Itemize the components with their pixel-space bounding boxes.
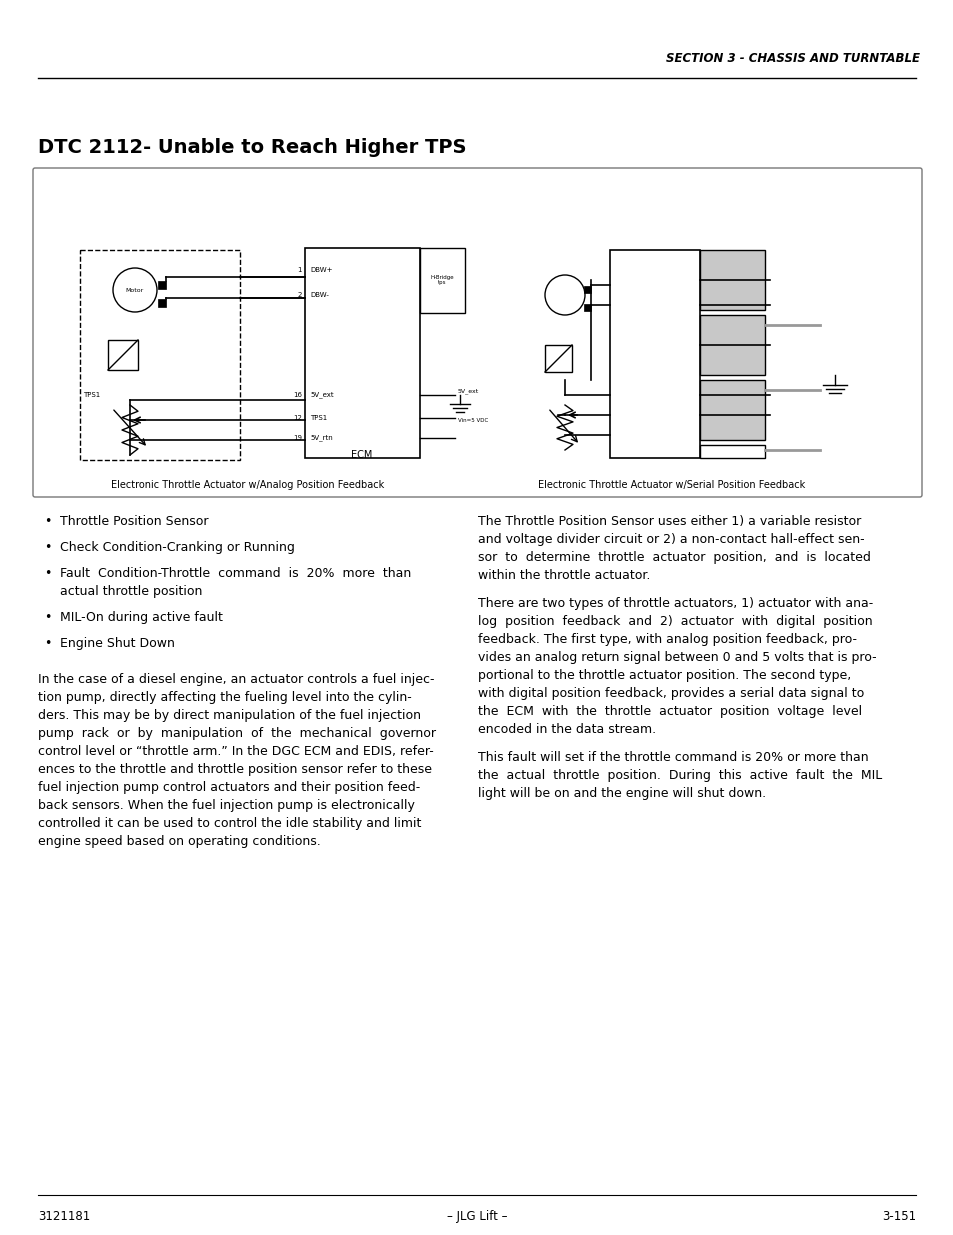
Text: DBW+: DBW+ bbox=[310, 267, 333, 273]
Text: DBW-: DBW- bbox=[310, 291, 329, 298]
Text: sor  to  determine  throttle  actuator  position,  and  is  located: sor to determine throttle actuator posit… bbox=[477, 551, 870, 564]
Text: pump  rack  or  by  manipulation  of  the  mechanical  governor: pump rack or by manipulation of the mech… bbox=[38, 727, 436, 740]
Text: SECTION 3 - CHASSIS AND TURNTABLE: SECTION 3 - CHASSIS AND TURNTABLE bbox=[665, 52, 919, 65]
Polygon shape bbox=[158, 282, 166, 289]
Text: In the case of a diesel engine, an actuator controls a fuel injec-: In the case of a diesel engine, an actua… bbox=[38, 673, 434, 685]
Text: 1: 1 bbox=[297, 267, 302, 273]
Text: ders. This may be by direct manipulation of the fuel injection: ders. This may be by direct manipulation… bbox=[38, 709, 420, 722]
Text: ECM: ECM bbox=[351, 450, 373, 459]
Text: encoded in the data stream.: encoded in the data stream. bbox=[477, 722, 656, 736]
Text: Throttle Position Sensor: Throttle Position Sensor bbox=[60, 515, 209, 529]
Polygon shape bbox=[609, 249, 700, 458]
Text: H-Bridge
tps: H-Bridge tps bbox=[430, 274, 454, 285]
Text: •: • bbox=[44, 567, 51, 580]
Text: •: • bbox=[44, 611, 51, 624]
Text: fuel injection pump control actuators and their position feed-: fuel injection pump control actuators an… bbox=[38, 781, 420, 794]
Text: actual throttle position: actual throttle position bbox=[60, 585, 202, 598]
FancyBboxPatch shape bbox=[33, 168, 921, 496]
Text: The Throttle Position Sensor uses either 1) a variable resistor: The Throttle Position Sensor uses either… bbox=[477, 515, 861, 529]
Text: •: • bbox=[44, 637, 51, 650]
Text: DTC 2112- Unable to Reach Higher TPS: DTC 2112- Unable to Reach Higher TPS bbox=[38, 138, 466, 157]
Text: tion pump, directly affecting the fueling level into the cylin-: tion pump, directly affecting the fuelin… bbox=[38, 692, 412, 704]
Text: and voltage divider circuit or 2) a non-contact hall-effect sen-: and voltage divider circuit or 2) a non-… bbox=[477, 534, 863, 546]
Polygon shape bbox=[700, 445, 764, 458]
Text: control level or “throttle arm.” In the DGC ECM and EDIS, refer-: control level or “throttle arm.” In the … bbox=[38, 745, 434, 758]
Text: Vin=5 VDC: Vin=5 VDC bbox=[457, 417, 488, 422]
Text: TPS1: TPS1 bbox=[310, 415, 327, 421]
Text: light will be on and the engine will shut down.: light will be on and the engine will shu… bbox=[477, 787, 765, 800]
Text: 5V_rtn: 5V_rtn bbox=[310, 435, 333, 441]
Text: log  position  feedback  and  2)  actuator  with  digital  position: log position feedback and 2) actuator wi… bbox=[477, 615, 872, 629]
Polygon shape bbox=[419, 248, 464, 312]
Text: Fault  Condition-Throttle  command  is  20%  more  than: Fault Condition-Throttle command is 20% … bbox=[60, 567, 411, 580]
Polygon shape bbox=[700, 249, 764, 310]
Text: the  actual  throttle  position.  During  this  active  fault  the  MIL: the actual throttle position. During thi… bbox=[477, 769, 882, 782]
Text: portional to the throttle actuator position. The second type,: portional to the throttle actuator posit… bbox=[477, 669, 850, 682]
Text: Motor: Motor bbox=[126, 288, 144, 293]
Text: 5V_ext: 5V_ext bbox=[457, 388, 478, 394]
Text: •: • bbox=[44, 515, 51, 529]
Text: 3121181: 3121181 bbox=[38, 1210, 91, 1223]
Text: Check Condition-Cranking or Running: Check Condition-Cranking or Running bbox=[60, 541, 294, 555]
Text: – JLG Lift –: – JLG Lift – bbox=[446, 1210, 507, 1223]
Text: 3-151: 3-151 bbox=[881, 1210, 915, 1223]
Text: 12: 12 bbox=[293, 415, 302, 421]
Text: MIL-On during active fault: MIL-On during active fault bbox=[60, 611, 223, 624]
Text: within the throttle actuator.: within the throttle actuator. bbox=[477, 569, 650, 582]
Polygon shape bbox=[158, 299, 166, 308]
Text: 5V_ext: 5V_ext bbox=[310, 391, 334, 399]
Text: ences to the throttle and throttle position sensor refer to these: ences to the throttle and throttle posit… bbox=[38, 763, 432, 776]
Text: controlled it can be used to control the idle stability and limit: controlled it can be used to control the… bbox=[38, 818, 421, 830]
Polygon shape bbox=[700, 315, 764, 375]
Polygon shape bbox=[305, 248, 419, 458]
Text: engine speed based on operating conditions.: engine speed based on operating conditio… bbox=[38, 835, 320, 848]
Text: This fault will set if the throttle command is 20% or more than: This fault will set if the throttle comm… bbox=[477, 751, 868, 764]
Text: Engine Shut Down: Engine Shut Down bbox=[60, 637, 174, 650]
Text: 2: 2 bbox=[297, 291, 302, 298]
Text: vides an analog return signal between 0 and 5 volts that is pro-: vides an analog return signal between 0 … bbox=[477, 651, 876, 664]
Text: •: • bbox=[44, 541, 51, 555]
Text: Electronic Throttle Actuator w/Analog Position Feedback: Electronic Throttle Actuator w/Analog Po… bbox=[112, 480, 384, 490]
Text: TPS1: TPS1 bbox=[83, 391, 100, 398]
Text: 19: 19 bbox=[293, 435, 302, 441]
Text: back sensors. When the fuel injection pump is electronically: back sensors. When the fuel injection pu… bbox=[38, 799, 415, 811]
Polygon shape bbox=[700, 380, 764, 440]
Text: Electronic Throttle Actuator w/Serial Position Feedback: Electronic Throttle Actuator w/Serial Po… bbox=[537, 480, 804, 490]
Text: There are two types of throttle actuators, 1) actuator with ana-: There are two types of throttle actuator… bbox=[477, 597, 872, 610]
Polygon shape bbox=[583, 287, 590, 293]
Text: with digital position feedback, provides a serial data signal to: with digital position feedback, provides… bbox=[477, 687, 863, 700]
Polygon shape bbox=[583, 304, 590, 311]
Text: 16: 16 bbox=[293, 391, 302, 398]
Text: feedback. The first type, with analog position feedback, pro-: feedback. The first type, with analog po… bbox=[477, 634, 856, 646]
Text: the  ECM  with  the  throttle  actuator  position  voltage  level: the ECM with the throttle actuator posit… bbox=[477, 705, 862, 718]
